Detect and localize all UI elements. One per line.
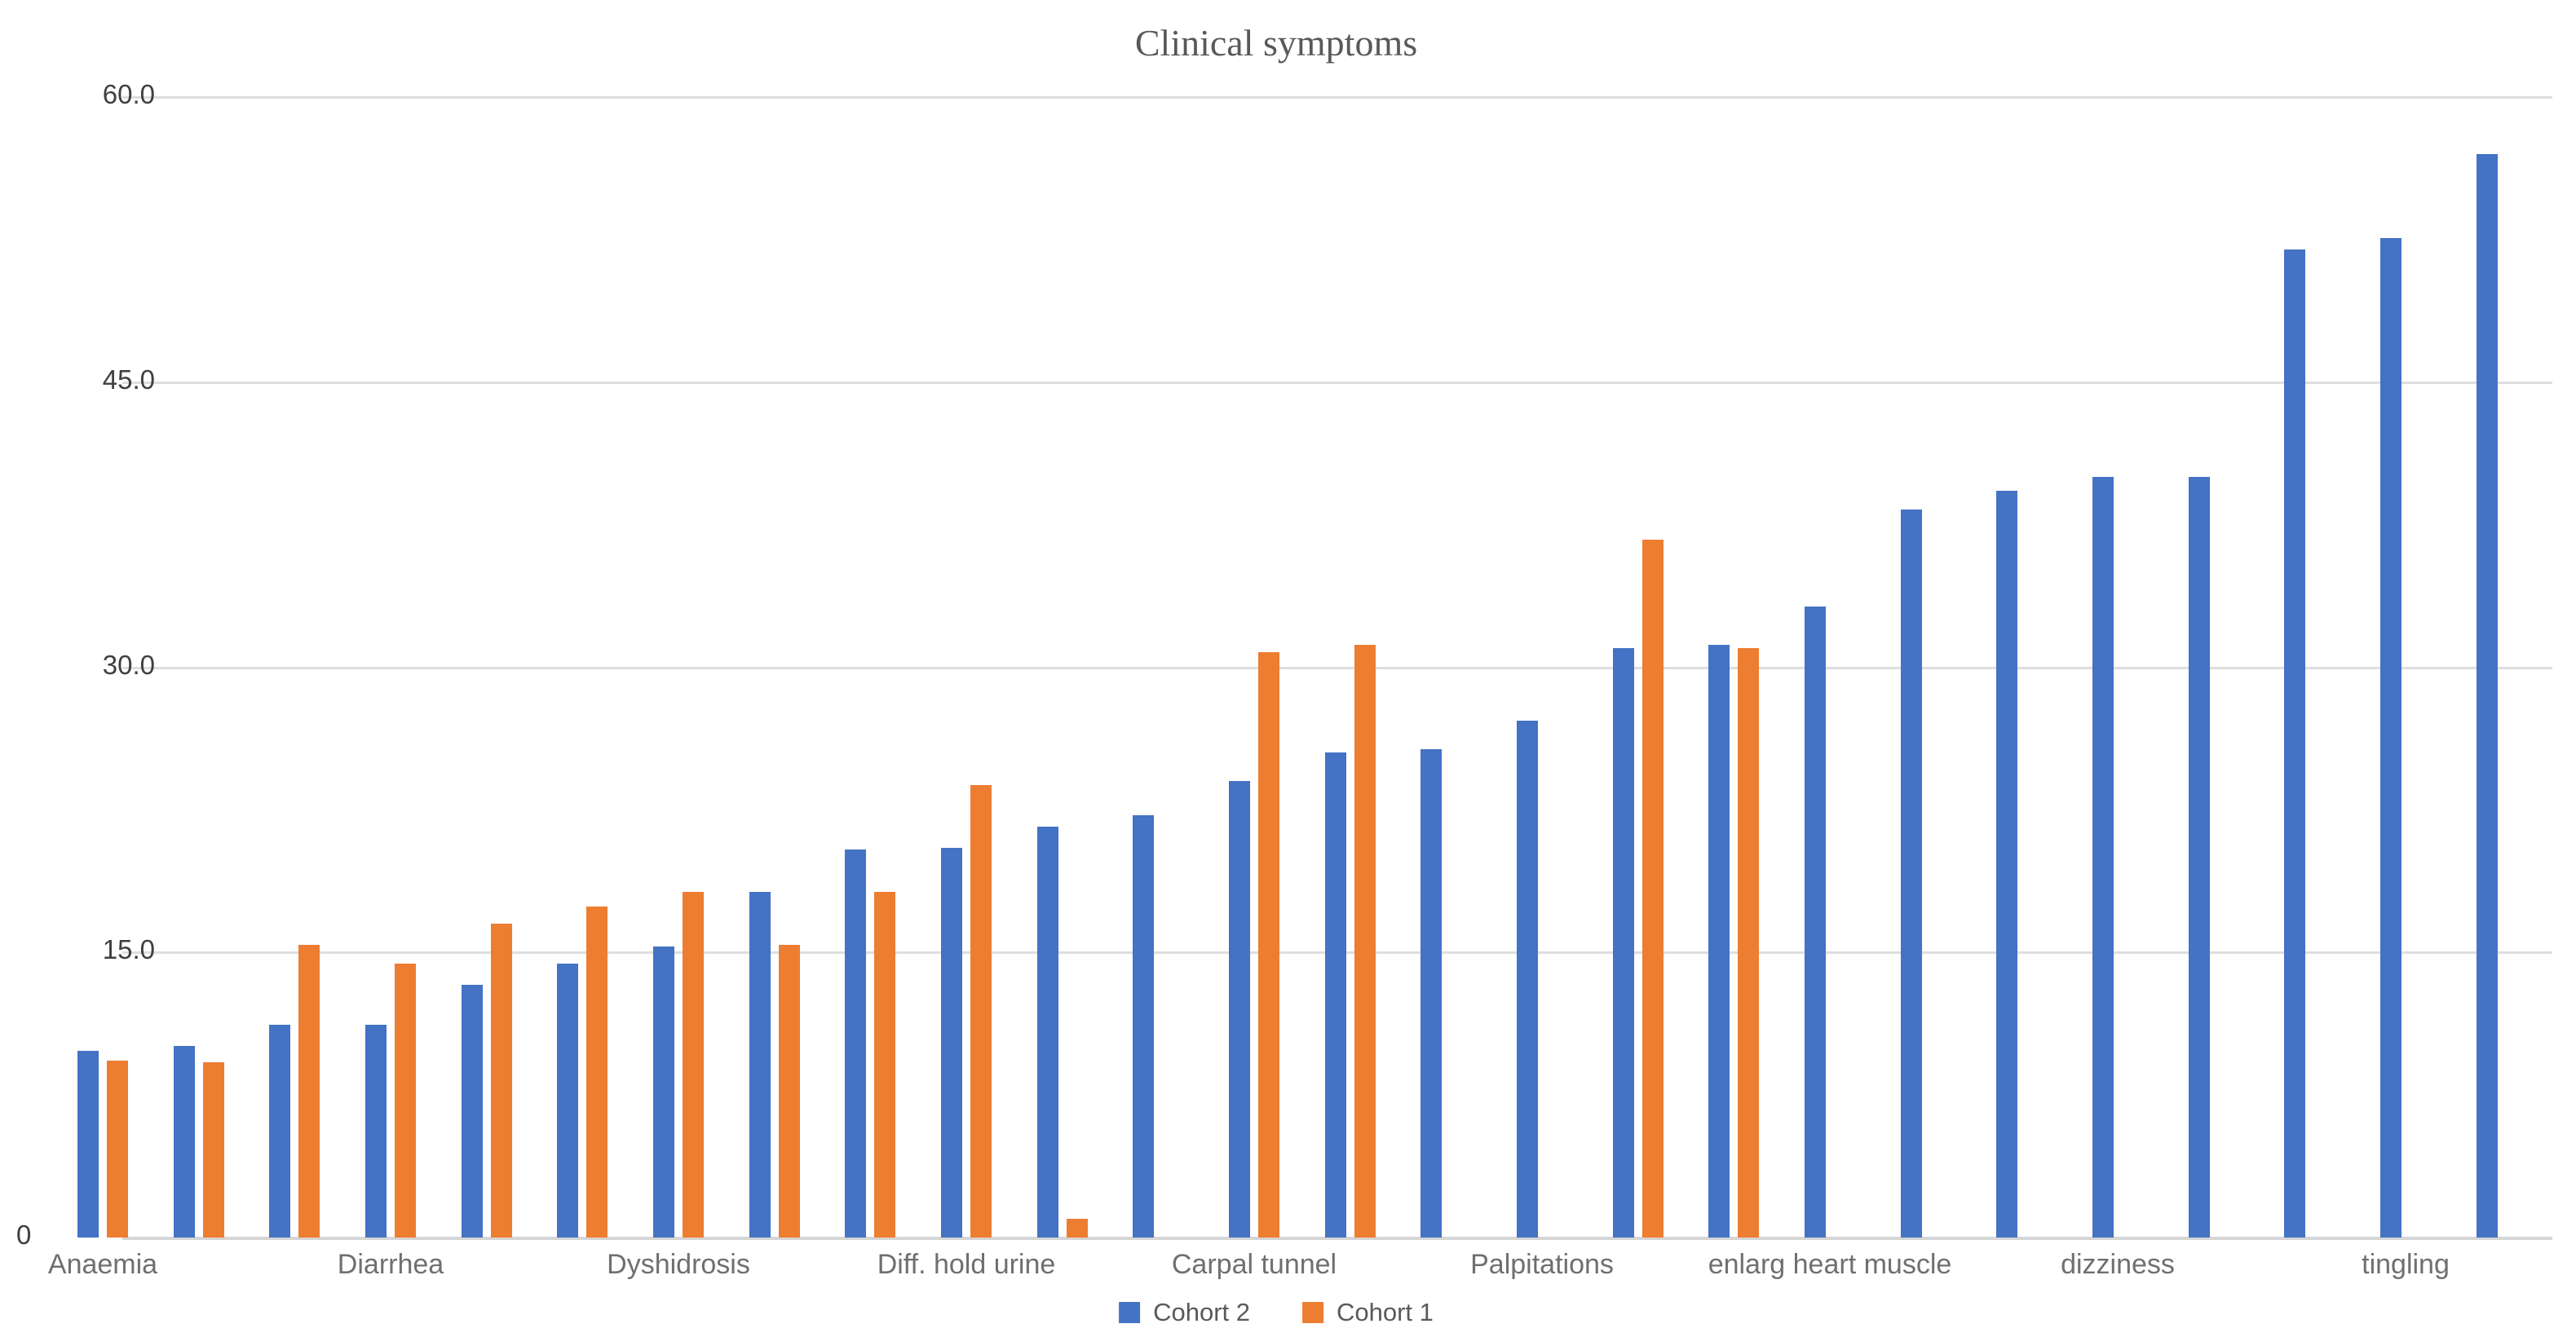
bar-cohort2-4 bbox=[462, 985, 483, 1238]
bar-cohort2-2 bbox=[269, 1025, 290, 1238]
bar-cohort2-7 bbox=[749, 892, 771, 1238]
x-category-label-carpal-tunnel: Carpal tunnel bbox=[1171, 1249, 1337, 1280]
legend: Cohort 2 Cohort 1 bbox=[1119, 1298, 1434, 1327]
bar-cohort2-13 bbox=[1325, 752, 1346, 1238]
bar-cohort1-3 bbox=[395, 964, 416, 1238]
x-category-label-dizziness: dizziness bbox=[2061, 1249, 2175, 1280]
bar-cohort2-17 bbox=[1708, 645, 1730, 1238]
bar-cohort2-25 bbox=[2477, 154, 2498, 1238]
bar-cohort1-13 bbox=[1354, 645, 1376, 1238]
bar-cohort2-0 bbox=[77, 1051, 99, 1238]
x-category-label-diarrhea: Diarrhea bbox=[337, 1249, 444, 1280]
bar-cohort2-21 bbox=[2092, 477, 2114, 1238]
y-tick-15.0: 15.0 bbox=[102, 934, 155, 964]
bar-cohort2-3 bbox=[365, 1025, 387, 1238]
bar-cohort1-4 bbox=[491, 924, 512, 1238]
bar-cohort1-2 bbox=[298, 945, 320, 1238]
y-tick-30.0: 30.0 bbox=[102, 650, 155, 680]
x-category-label-anaemia: Anaemia bbox=[47, 1249, 158, 1280]
bar-cohort2-23 bbox=[2284, 249, 2305, 1238]
gridline-30.0 bbox=[122, 667, 2552, 669]
legend-label-cohort2: Cohort 2 bbox=[1153, 1298, 1250, 1326]
bar-cohort1-7 bbox=[779, 945, 800, 1238]
legend-item-cohort2: Cohort 2 bbox=[1119, 1298, 1250, 1327]
bar-cohort2-10 bbox=[1037, 827, 1058, 1238]
bar-cohort1-10 bbox=[1067, 1219, 1088, 1238]
chart-title: Clinical symptoms bbox=[1134, 22, 1418, 64]
bar-cohort2-18 bbox=[1805, 607, 1826, 1238]
bar-cohort2-8 bbox=[845, 849, 866, 1238]
x-category-label-palpitations: Palpitations bbox=[1470, 1249, 1614, 1280]
bar-cohort1-0 bbox=[107, 1061, 128, 1238]
gridline-45.0 bbox=[122, 382, 2552, 384]
bar-cohort1-1 bbox=[203, 1062, 224, 1238]
x-category-label-tingling: tingling bbox=[2362, 1249, 2450, 1280]
legend-label-cohort1: Cohort 1 bbox=[1337, 1298, 1434, 1326]
bar-cohort2-19 bbox=[1901, 510, 1922, 1238]
bar-cohort2-6 bbox=[653, 946, 674, 1238]
bar-cohort1-8 bbox=[874, 892, 895, 1238]
bar-cohort2-5 bbox=[557, 964, 578, 1238]
bar-cohort1-5 bbox=[586, 907, 608, 1238]
bar-cohort2-16 bbox=[1613, 648, 1634, 1238]
bar-cohort2-20 bbox=[1996, 491, 2017, 1238]
bar-cohort2-1 bbox=[174, 1046, 195, 1238]
bar-cohort2-22 bbox=[2189, 477, 2210, 1238]
x-category-label-dyshidrosis: Dyshidrosis bbox=[607, 1249, 750, 1280]
x-category-label-diff-hold-urine: Diff. hold urine bbox=[877, 1249, 1056, 1280]
bar-cohort1-12 bbox=[1258, 652, 1279, 1238]
bar-cohort1-17 bbox=[1738, 648, 1759, 1238]
y-tick-60.0: 60.0 bbox=[102, 79, 155, 109]
bar-cohort2-15 bbox=[1517, 721, 1538, 1238]
bar-cohort1-6 bbox=[683, 892, 704, 1238]
bar-cohort1-9 bbox=[970, 785, 992, 1238]
x-axis-line bbox=[122, 1237, 2552, 1240]
bar-cohort2-12 bbox=[1229, 781, 1250, 1238]
bar-cohort2-24 bbox=[2380, 238, 2401, 1238]
x-category-label-enlarg-heart-muscle: enlarg heart muscle bbox=[1708, 1249, 1952, 1280]
bar-cohort1-16 bbox=[1642, 540, 1664, 1238]
cohort2-swatch-icon bbox=[1119, 1302, 1141, 1323]
bar-cohort2-14 bbox=[1421, 749, 1442, 1238]
y-tick-0: 0 bbox=[16, 1220, 32, 1250]
cohort1-swatch-icon bbox=[1302, 1302, 1323, 1323]
bar-cohort2-9 bbox=[941, 848, 962, 1238]
y-tick-45.0: 45.0 bbox=[102, 364, 155, 395]
gridline-60.0 bbox=[122, 96, 2552, 99]
bar-cohort2-11 bbox=[1133, 815, 1154, 1238]
legend-item-cohort1: Cohort 1 bbox=[1302, 1298, 1434, 1327]
